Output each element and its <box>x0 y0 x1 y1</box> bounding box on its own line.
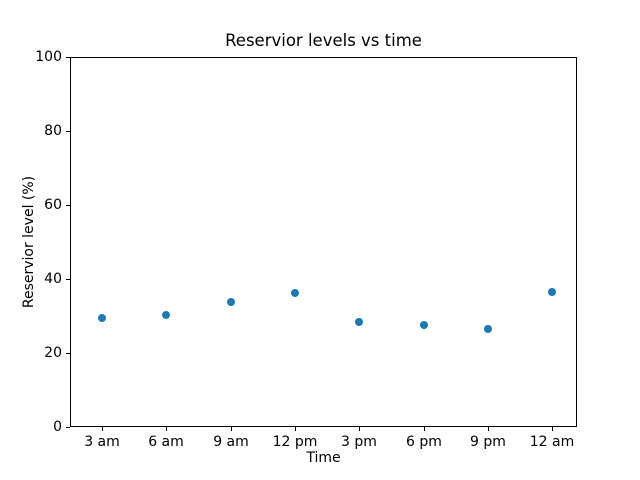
data-point <box>420 321 428 329</box>
data-point <box>548 288 556 296</box>
x-tick-label: 9 am <box>213 434 249 450</box>
x-tick-mark <box>488 427 489 431</box>
y-tick-mark <box>66 205 70 206</box>
x-tick-mark <box>295 427 296 431</box>
y-tick-label: 20 <box>44 345 62 361</box>
y-tick-label: 80 <box>44 123 62 139</box>
y-tick-label: 60 <box>44 197 62 213</box>
y-tick-mark <box>66 57 70 58</box>
data-point <box>484 325 492 333</box>
chart-title: Reservior levels vs time <box>225 31 422 50</box>
y-tick-mark <box>66 353 70 354</box>
y-tick-label: 100 <box>35 49 62 65</box>
x-tick-label: 3 pm <box>341 434 377 450</box>
data-point <box>227 298 235 306</box>
x-tick-mark <box>102 427 103 431</box>
data-point <box>98 314 106 322</box>
x-tick-label: 6 pm <box>406 434 442 450</box>
data-point <box>162 311 170 319</box>
y-axis-label: Reservior level (%) <box>21 175 37 309</box>
data-point <box>291 289 299 297</box>
data-point <box>355 318 363 326</box>
x-tick-mark <box>359 427 360 431</box>
y-tick-mark <box>66 131 70 132</box>
plot-area <box>70 57 577 427</box>
x-tick-mark <box>552 427 553 431</box>
y-tick-label: 0 <box>53 419 62 435</box>
x-tick-label: 6 am <box>148 434 184 450</box>
x-tick-mark <box>166 427 167 431</box>
x-tick-label: 9 pm <box>470 434 506 450</box>
x-tick-mark <box>231 427 232 431</box>
x-tick-label: 12 pm <box>272 434 318 450</box>
x-tick-mark <box>424 427 425 431</box>
y-tick-mark <box>66 279 70 280</box>
y-tick-label: 40 <box>44 271 62 287</box>
x-tick-label: 12 am <box>529 434 575 450</box>
x-axis-label: Time <box>306 450 341 466</box>
y-tick-mark <box>66 427 70 428</box>
x-tick-label: 3 am <box>84 434 120 450</box>
